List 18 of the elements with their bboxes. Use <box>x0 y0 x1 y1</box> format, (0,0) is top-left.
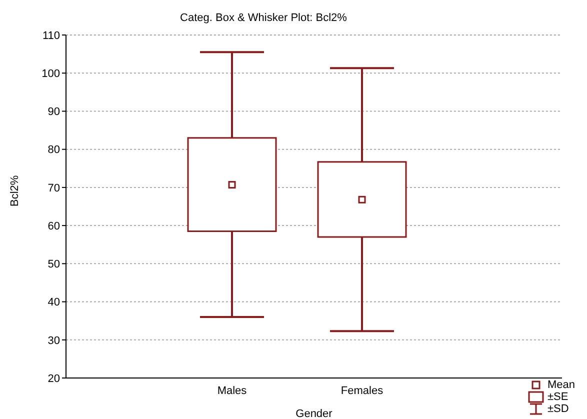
y-tick-label: 50 <box>48 258 60 271</box>
y-tick-label: 80 <box>48 144 60 156</box>
y-tick-label: 20 <box>48 372 60 385</box>
y-tick-label: 100 <box>42 68 60 80</box>
y-tick-label: 30 <box>48 334 60 347</box>
y-axis-title: Bcl2% <box>8 175 21 206</box>
text: Mean <box>547 379 575 391</box>
y-tick-label: 110 <box>42 30 60 42</box>
y-tick-label: 90 <box>48 106 60 118</box>
y-tick-label: 40 <box>48 296 60 309</box>
chart-title: Categ. Box & Whisker Plot: Bcl2% <box>179 12 348 24</box>
x-axis-title: Gender <box>296 408 333 419</box>
text: ±SE <box>547 391 568 403</box>
x-tick-label: Males <box>217 384 248 397</box>
y-tick-label: 60 <box>48 220 60 232</box>
y-tick-label: 70 <box>48 182 60 194</box>
text: ±SD <box>547 403 569 415</box>
x-tick-label: Females <box>340 384 384 397</box>
